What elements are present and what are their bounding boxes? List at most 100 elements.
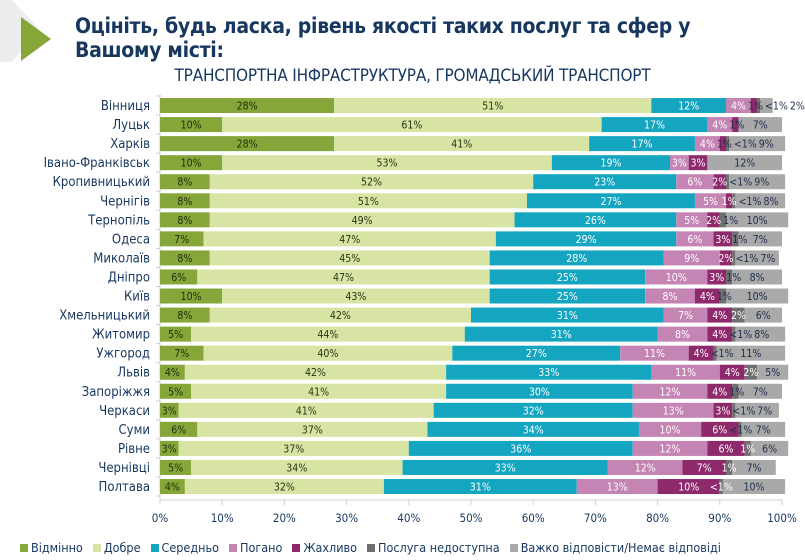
bar-segment [732, 269, 782, 285]
data-label: 3% [691, 158, 706, 170]
data-label: 1% [722, 196, 737, 208]
bar-segment [160, 269, 198, 285]
data-label: <1% [729, 424, 752, 436]
bar-segment [707, 155, 782, 171]
data-label: 31% [470, 482, 491, 494]
x-tick-label: 10% [211, 511, 234, 525]
data-label: 8% [177, 196, 192, 208]
data-label: 7% [757, 405, 772, 417]
bar-segment [160, 364, 185, 380]
bar-segment [222, 155, 552, 171]
bar-segment [735, 250, 779, 266]
bar-segment [632, 440, 708, 456]
data-label: 4% [712, 120, 727, 132]
bar-segment [178, 440, 409, 456]
data-label: 23% [594, 177, 615, 189]
data-label: 27% [601, 196, 622, 208]
bar-segment [209, 250, 490, 266]
data-label: 41% [296, 405, 317, 417]
data-label: 33% [538, 367, 559, 379]
bar-segment [446, 383, 633, 399]
data-label: 6% [712, 424, 727, 436]
bar-segment [160, 440, 179, 456]
bar-segment [732, 326, 736, 342]
legend-label: Важко відповісти/Немає відповіді [520, 540, 721, 555]
data-label: 7% [697, 462, 712, 474]
data-label: 12% [635, 462, 656, 474]
data-label: 5% [168, 462, 183, 474]
data-label: 10% [744, 482, 765, 494]
bar-segment [729, 174, 786, 190]
bar-segment [670, 155, 689, 171]
bar-segment [688, 155, 708, 171]
bar-segment [713, 231, 733, 247]
bar-segment [589, 136, 695, 152]
bar-segment [334, 98, 652, 114]
bar-segment [222, 288, 490, 304]
data-label: 10% [181, 120, 202, 132]
data-label: 33% [495, 462, 516, 474]
data-label: 28% [237, 101, 258, 113]
data-label: 5% [765, 367, 780, 379]
bar-segment [160, 155, 223, 171]
bar-segment [533, 174, 677, 190]
data-label: 8% [177, 215, 192, 227]
data-label: 45% [339, 253, 360, 265]
bar-segment [452, 345, 621, 361]
bar-segment [471, 307, 664, 323]
bar-segment [719, 288, 727, 304]
bar-segment [735, 193, 786, 209]
bar-segment [209, 174, 534, 190]
category-label: Дніпро [108, 270, 150, 285]
legend-item: Відмінно [20, 540, 83, 555]
bar-segment [160, 479, 185, 495]
bar-segment [408, 440, 633, 456]
data-label: 10% [660, 424, 681, 436]
legend-item: Жахливо [292, 540, 357, 555]
data-label: 11% [675, 367, 696, 379]
bar-segment [383, 479, 577, 495]
bar-segment [209, 193, 527, 209]
data-label: 2% [731, 310, 746, 322]
data-label: 4% [165, 482, 180, 494]
bar-segment [738, 421, 742, 437]
data-label: 1% [723, 215, 738, 227]
bar-segment [160, 98, 335, 114]
data-label: 3% [162, 443, 177, 455]
bar-segment [203, 231, 496, 247]
bar-segment [701, 421, 739, 437]
legend-label: Добре [103, 540, 141, 555]
data-label: 2% [706, 215, 721, 227]
bar-segment [663, 307, 708, 323]
bar-segment [160, 326, 192, 342]
legend-label: Середньо [161, 540, 219, 555]
data-label: 13% [663, 405, 684, 417]
x-tick-label: 100% [767, 511, 797, 525]
data-label: 6% [687, 234, 702, 246]
data-label: 8% [750, 272, 765, 284]
bar-segment [632, 383, 708, 399]
bar-segment [741, 421, 786, 437]
bar-segment [160, 250, 210, 266]
data-label: 11% [740, 348, 761, 360]
data-label: 4% [725, 367, 740, 379]
legend-label: Відмінно [31, 540, 83, 555]
bar-segment [757, 364, 789, 380]
bar-segment [707, 117, 733, 133]
bar-segment [160, 459, 192, 475]
bar-segment [197, 269, 490, 285]
data-label: 49% [352, 215, 373, 227]
bar-segment [446, 364, 652, 380]
bar-segment [750, 98, 758, 114]
decor-background-shape [0, 0, 40, 62]
data-label: 42% [305, 367, 326, 379]
chart-legend: Відмінно Добре Середньо Погано Жахливо Послуг… [20, 540, 721, 555]
bar-segment [191, 383, 447, 399]
data-label: 1% [729, 120, 744, 132]
bar-segment [716, 345, 786, 361]
legend-label: Погано [239, 540, 283, 555]
data-label: 12% [678, 101, 699, 113]
bar-segment [726, 174, 730, 190]
category-label: Рівне [118, 442, 150, 457]
data-label: 8% [663, 291, 678, 303]
